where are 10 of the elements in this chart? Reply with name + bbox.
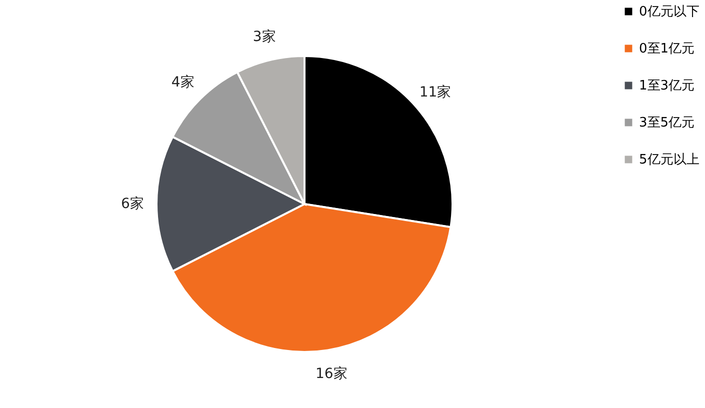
- legend-label: 0亿元以下: [639, 4, 700, 20]
- data-label: 11家: [419, 84, 452, 100]
- legend-label: 5亿元以上: [639, 152, 700, 168]
- data-label: 4家: [171, 74, 194, 90]
- legend-label: 1至3亿元: [639, 78, 695, 94]
- data-label: 3家: [252, 28, 276, 45]
- legend-label: 0至1亿元: [639, 42, 695, 56]
- data-label: 16家: [315, 366, 348, 382]
- legend-label: 3至5亿元: [639, 116, 695, 130]
- data-label: 6家: [121, 196, 144, 212]
